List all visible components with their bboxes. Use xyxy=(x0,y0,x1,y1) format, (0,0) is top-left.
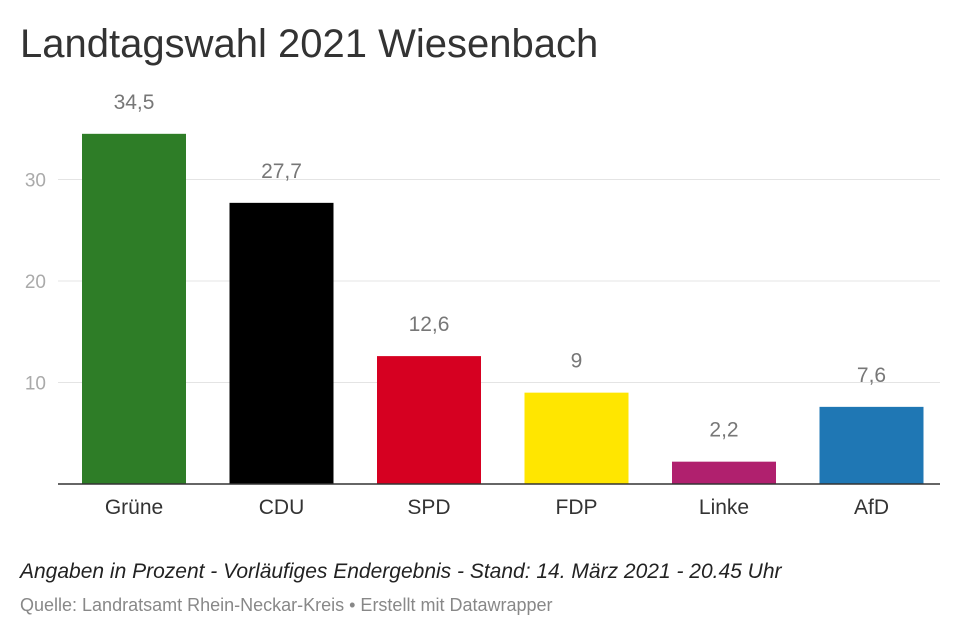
category-label: FDP xyxy=(556,496,598,519)
chart-title: Landtagswahl 2021 Wiesenbach xyxy=(20,22,599,66)
chart-notes: Angaben in Prozent - Vorläufiges Enderge… xyxy=(20,560,782,583)
bar-spd xyxy=(377,356,481,484)
y-tick-label: 20 xyxy=(25,272,46,293)
category-label: CDU xyxy=(259,496,305,519)
bar-afd xyxy=(819,406,924,484)
bar-grüne xyxy=(82,133,186,484)
category-label: AfD xyxy=(854,496,889,519)
value-label: 2,2 xyxy=(709,419,738,442)
value-label: 12,6 xyxy=(409,313,450,336)
category-label: Grüne xyxy=(105,496,163,519)
value-label: 9 xyxy=(571,350,583,373)
value-label: 34,5 xyxy=(114,91,155,114)
bar-chart: 10 20 30 34,5 27,7 12,6 9 2,2 7,6 Grüne CDU SPD FD… xyxy=(25,91,940,519)
y-tick-label: 10 xyxy=(25,374,46,395)
value-label: 27,7 xyxy=(261,160,302,183)
category-label: SPD xyxy=(407,496,450,519)
bar-linke xyxy=(672,461,776,484)
bar-cdu xyxy=(229,202,334,484)
value-labels: 34,5 27,7 12,6 9 2,2 7,6 xyxy=(114,91,887,442)
value-label: 7,6 xyxy=(857,364,886,387)
gridlines xyxy=(58,179,940,383)
bar-fdp xyxy=(524,392,629,484)
category-labels: Grüne CDU SPD FDP Linke AfD xyxy=(105,496,889,519)
y-axis-ticks: 10 20 30 xyxy=(25,171,46,395)
chart-source: Quelle: Landratsamt Rhein-Neckar-Kreis •… xyxy=(20,595,553,615)
y-tick-label: 30 xyxy=(25,171,46,192)
category-label: Linke xyxy=(699,496,749,519)
bars xyxy=(82,133,924,484)
